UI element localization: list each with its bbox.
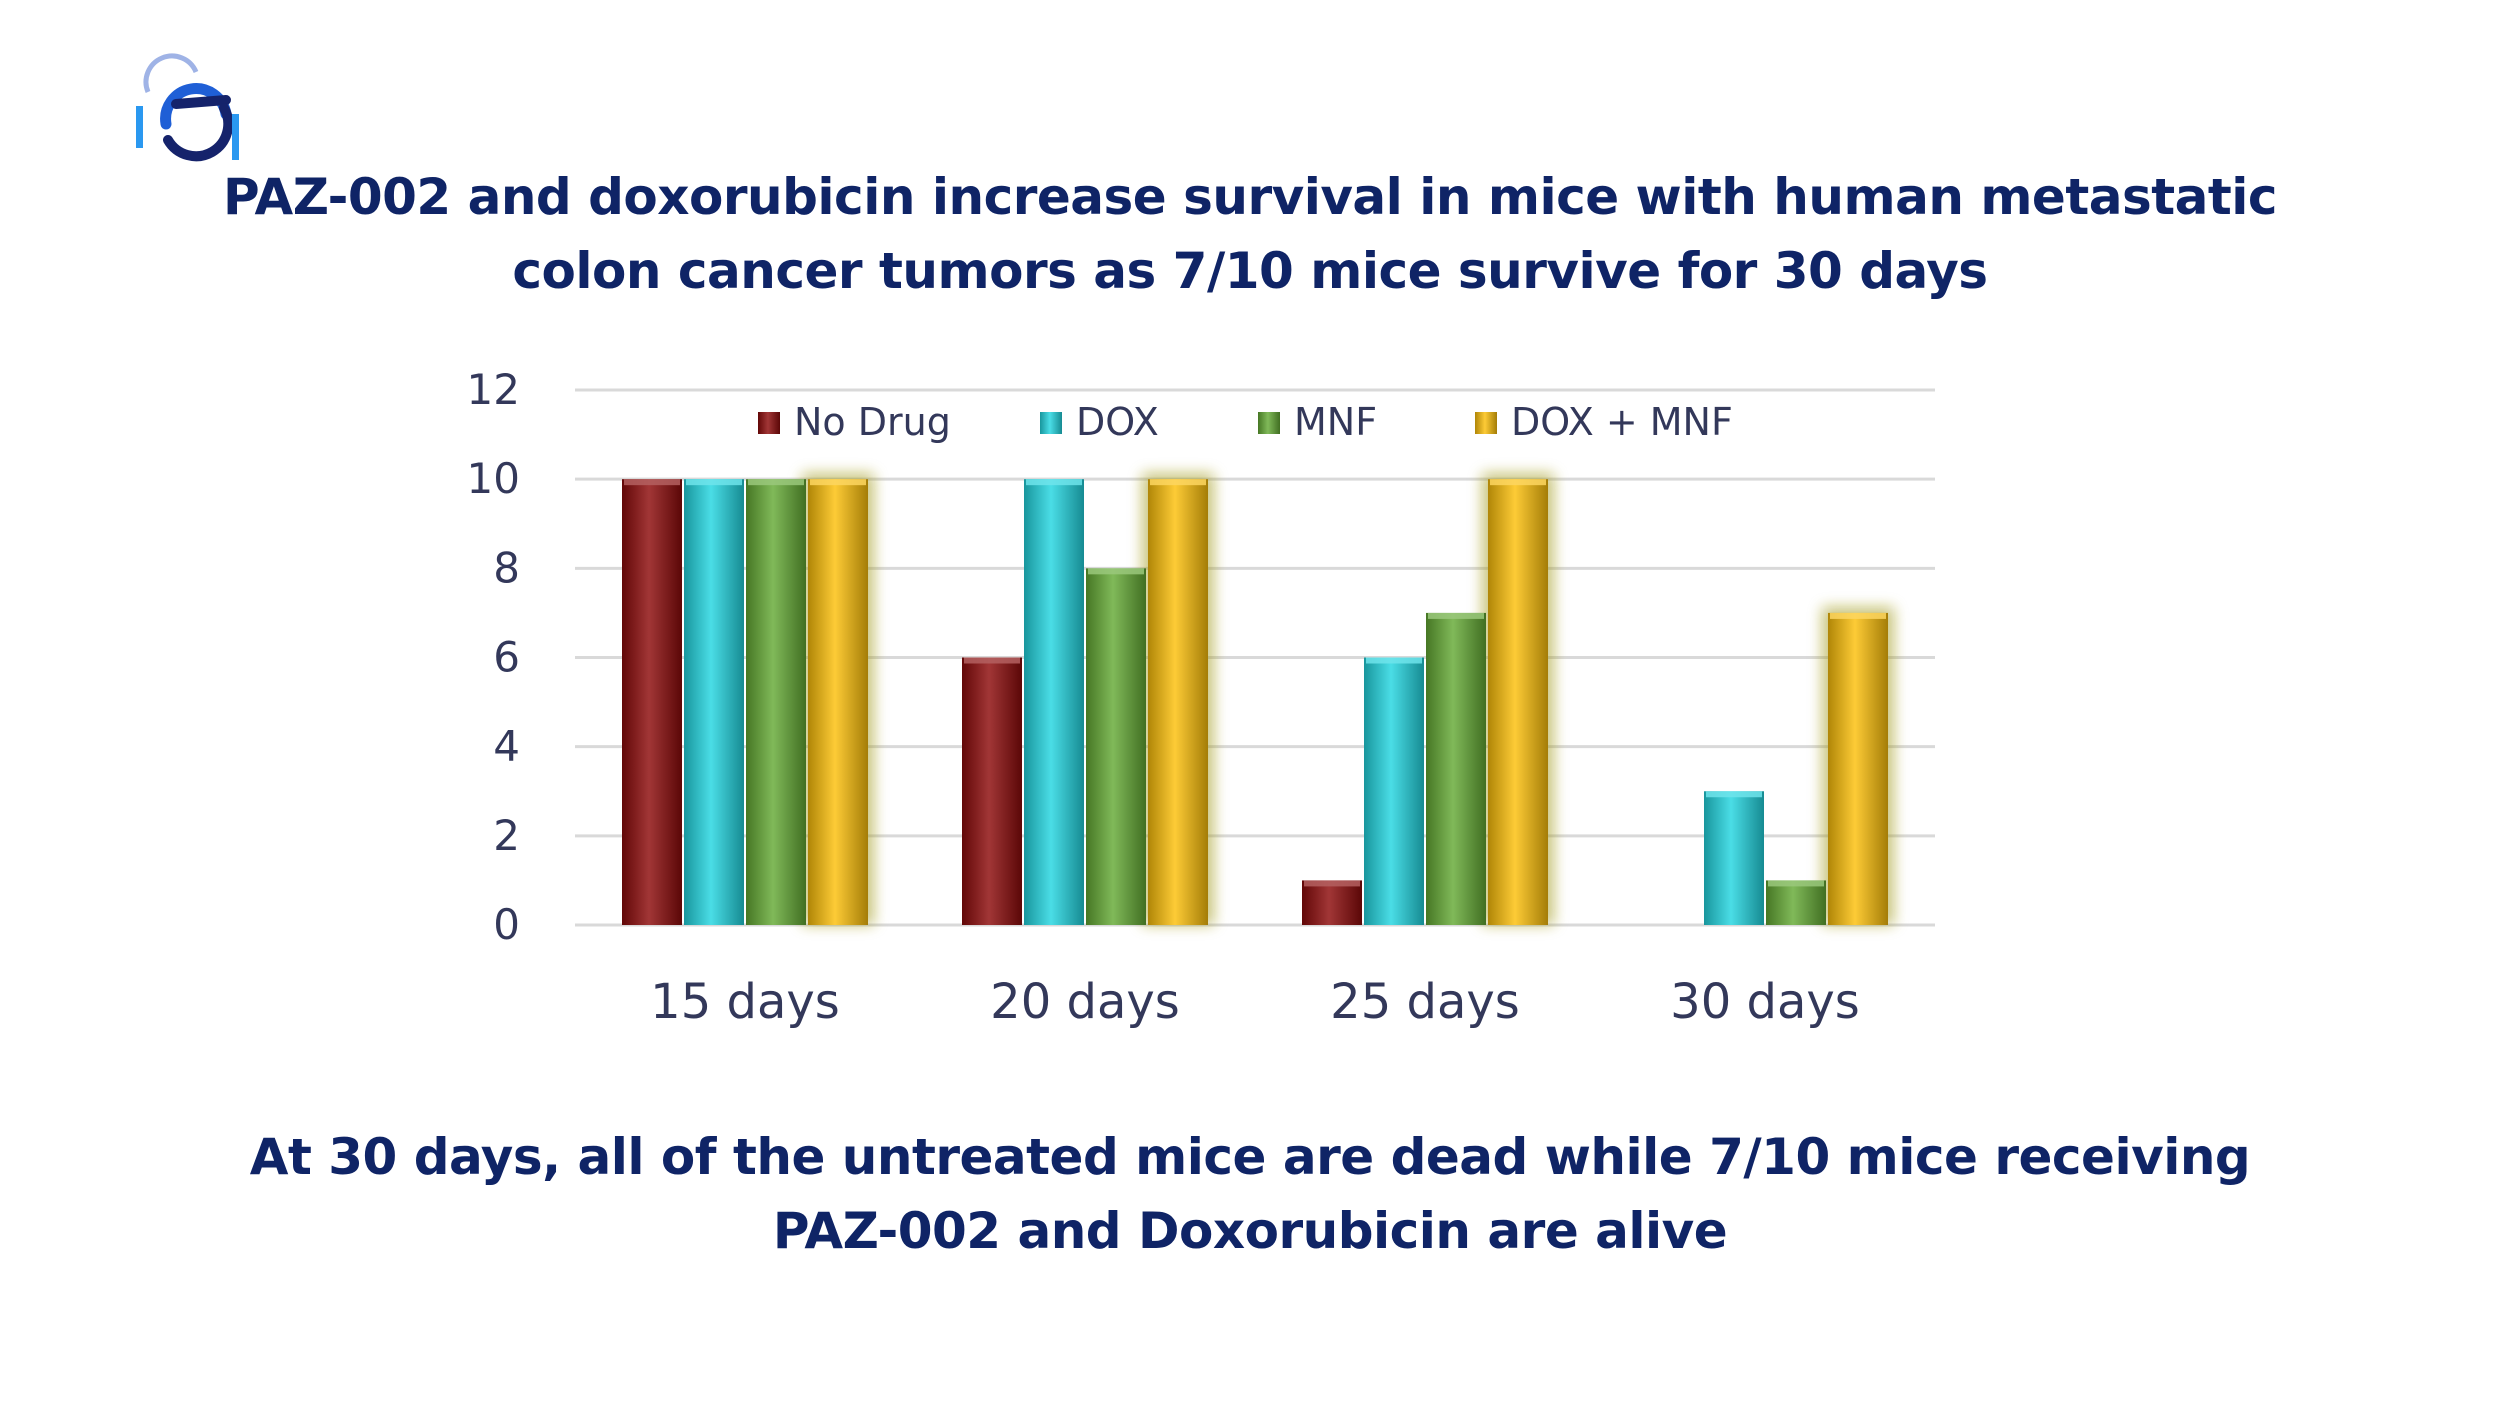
x-category-label: 15 days [650, 974, 840, 1030]
legend-label: MNF [1294, 400, 1377, 444]
bar-top-bevel [686, 479, 742, 486]
y-tick-label: 6 [493, 633, 520, 682]
bar-top-bevel [1768, 880, 1824, 887]
slide-title-line: colon cancer tumors as 7/10 mice survive… [512, 242, 1988, 300]
legend-swatch [758, 412, 780, 434]
bar [1766, 880, 1826, 925]
bar [1364, 657, 1424, 925]
bar [1828, 612, 1888, 925]
bar-top-bevel [1490, 479, 1546, 486]
bar-top-bevel [748, 479, 804, 486]
legend-label: DOX + MNF [1511, 400, 1733, 444]
y-tick-label: 12 [467, 365, 520, 414]
bar [1148, 479, 1208, 925]
bar [684, 479, 744, 925]
legend-swatch [1258, 412, 1280, 434]
survival-bar-chart: 0 2 4 6 8 10 12 15 days 20 days 25 days 30 days No… [467, 365, 1935, 1030]
bar-top-bevel [964, 657, 1020, 664]
bar-top-bevel [1088, 568, 1144, 575]
bar [1704, 791, 1764, 925]
legend-swatch [1475, 412, 1497, 434]
y-tick-label: 0 [493, 900, 520, 949]
x-category-label: 30 days [1670, 974, 1860, 1030]
bar-top-bevel [1706, 791, 1762, 798]
legend-label: DOX [1076, 400, 1159, 444]
bar-top-bevel [810, 479, 866, 486]
bar [808, 479, 868, 925]
bar-top-bevel [1366, 657, 1422, 664]
legend-label: No Drug [794, 400, 951, 444]
slide-caption-line: PAZ-002 and Doxorubicin are alive [772, 1202, 1728, 1260]
bar [1488, 479, 1548, 925]
y-tick-label: 2 [493, 811, 520, 860]
slide-title-line: PAZ-002 and doxorubicin increase surviva… [222, 168, 2278, 226]
bar-top-bevel [1304, 880, 1360, 887]
y-tick-label: 8 [493, 543, 520, 592]
slide-title: PAZ-002 and doxorubicin increase surviva… [0, 160, 2500, 308]
bar-top-bevel [1150, 479, 1206, 486]
bar-top-bevel [1428, 612, 1484, 619]
bar [1024, 479, 1084, 925]
bar [746, 479, 806, 925]
bar [622, 479, 682, 925]
y-tick-label: 10 [467, 454, 520, 503]
bar-top-bevel [1026, 479, 1082, 486]
y-tick-label: 4 [493, 722, 520, 771]
bar [1302, 880, 1362, 925]
company-logo-icon [136, 53, 239, 162]
slide-caption: At 30 days, all of the untreated mice ar… [0, 1120, 2500, 1268]
x-category-label: 20 days [990, 974, 1180, 1030]
bar [1086, 568, 1146, 925]
bar [1426, 612, 1486, 925]
slide-caption-line: At 30 days, all of the untreated mice ar… [249, 1128, 2251, 1186]
bar [962, 657, 1022, 925]
bar-top-bevel [1830, 612, 1886, 619]
legend-swatch [1040, 412, 1062, 434]
x-category-label: 25 days [1330, 974, 1520, 1030]
bar-top-bevel [624, 479, 680, 486]
